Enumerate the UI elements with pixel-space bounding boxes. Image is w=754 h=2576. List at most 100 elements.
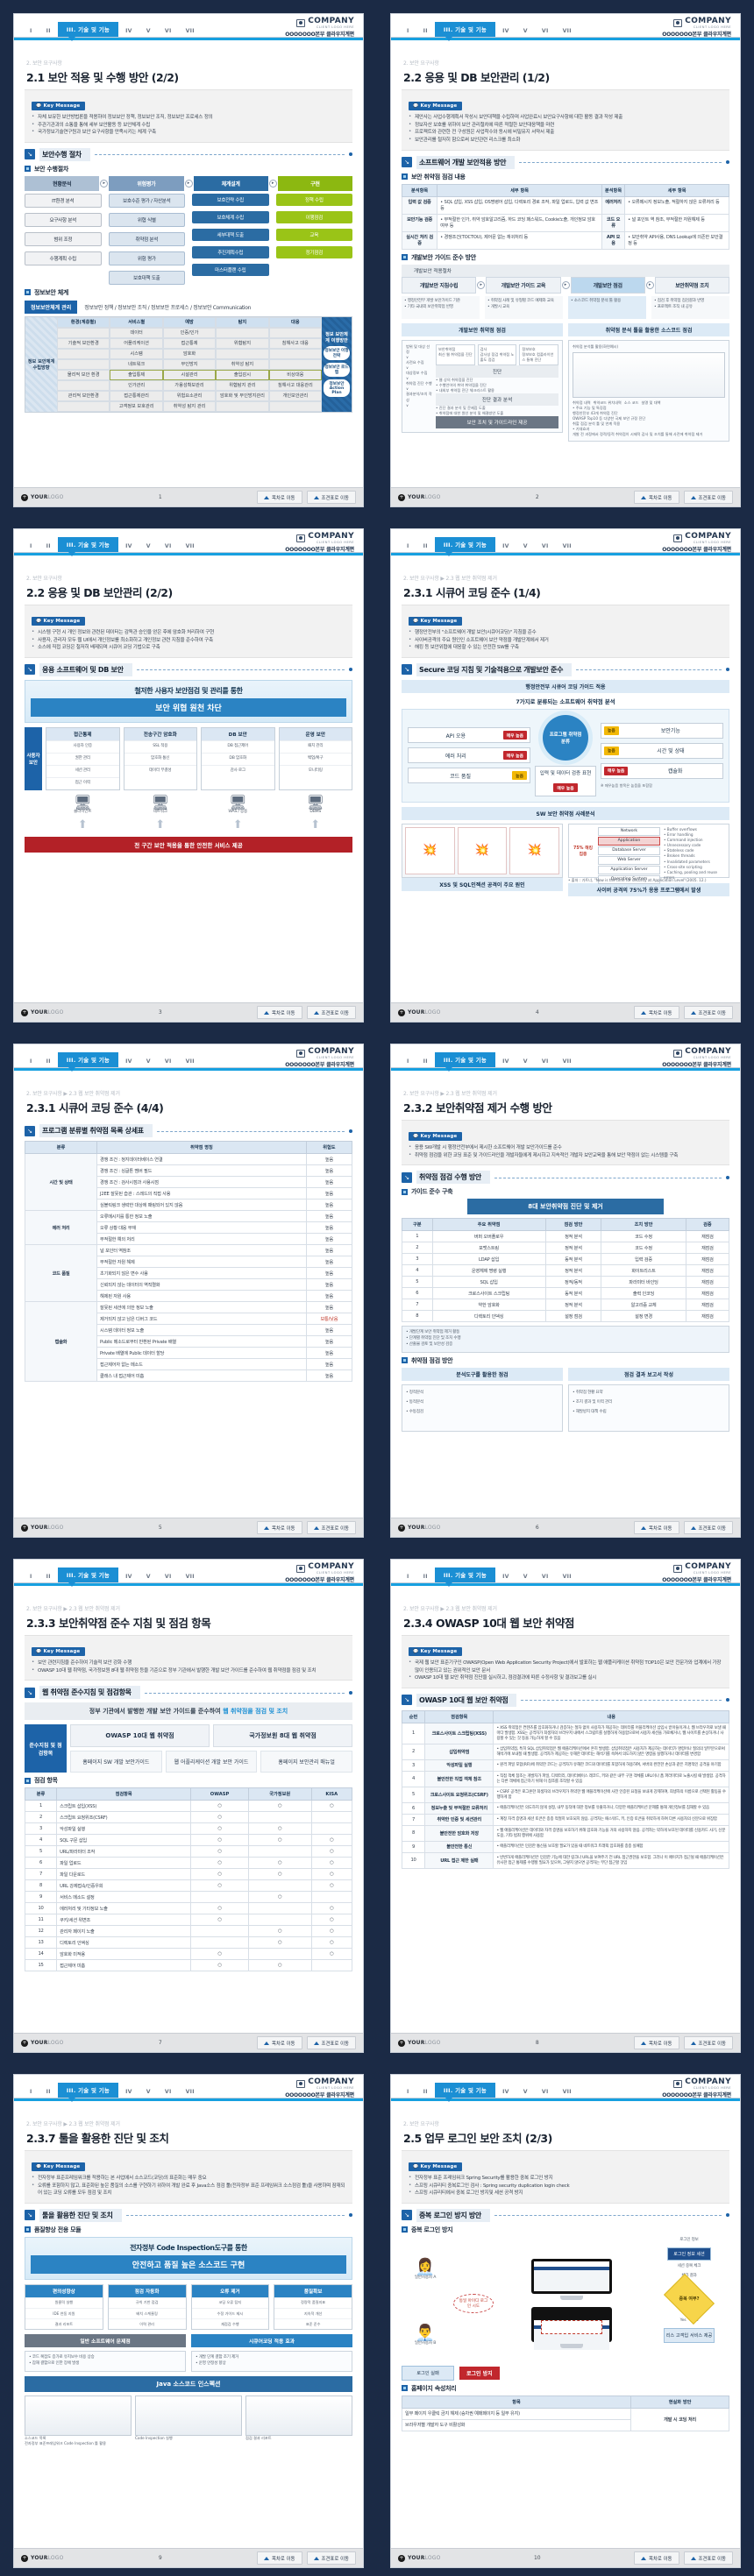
- nav-tab-2[interactable]: III. 기술 및 기능: [57, 537, 119, 556]
- nav-tab-4[interactable]: V: [146, 543, 151, 549]
- nav-tab-1[interactable]: II: [46, 28, 51, 34]
- slide-9[interactable]: I II III. 기술 및 기능 IV V VI VII COMPANY CLIENT LOG…: [14, 2075, 363, 2567]
- nav-tab-0[interactable]: I: [407, 28, 409, 34]
- slide-10[interactable]: I II III. 기술 및 기능 IV V VI VII COMPANY CLIENT LOG…: [391, 2075, 740, 2567]
- slide-7[interactable]: I II III. 기술 및 기능 IV V VI VII COMPANY CLIENT LOG…: [14, 1560, 363, 2052]
- nav-tab-4[interactable]: V: [146, 2089, 151, 2095]
- nav-tab-5[interactable]: VI: [164, 1574, 172, 1580]
- nav-tab-0[interactable]: I: [30, 1574, 32, 1580]
- nav-tab-1[interactable]: II: [46, 543, 51, 549]
- nav-tab-6[interactable]: VII: [185, 2089, 195, 2095]
- nav-tab-6[interactable]: VII: [185, 1574, 195, 1580]
- nav-tab-1[interactable]: II: [423, 1058, 428, 1065]
- nav-tab-5[interactable]: VI: [541, 2089, 549, 2095]
- slide-4[interactable]: I II III. 기술 및 기능 IV V VI VII COMPANY CLIENT LOG…: [391, 529, 740, 1022]
- nav-tab-1[interactable]: II: [423, 543, 428, 549]
- nav-tab-3[interactable]: IV: [125, 543, 132, 549]
- goto-toc-button[interactable]: 목차로 이동: [634, 2551, 679, 2565]
- nav-tab-5[interactable]: VI: [541, 1058, 549, 1065]
- slide-6[interactable]: I II III. 기술 및 기능 IV V VI VII COMPANY CLIENT LOG…: [391, 1044, 740, 1537]
- nav-tab-3[interactable]: IV: [125, 2089, 132, 2095]
- nav-tab-0[interactable]: I: [407, 1574, 409, 1580]
- nav-tab-6[interactable]: VII: [562, 543, 572, 549]
- nav-tab-2[interactable]: III. 기술 및 기능: [57, 1052, 119, 1072]
- goto-toc-button[interactable]: 목차로 이동: [257, 491, 302, 504]
- nav-tab-1[interactable]: II: [46, 1058, 51, 1065]
- goto-reference-button[interactable]: 조견표로 이동: [306, 1006, 356, 1019]
- nav-tab-6[interactable]: VII: [562, 1058, 572, 1065]
- nav-tab-5[interactable]: VI: [541, 1574, 549, 1580]
- nav-tab-0[interactable]: I: [30, 543, 32, 549]
- nav-tab-0[interactable]: I: [407, 2089, 409, 2095]
- nav-tab-2[interactable]: III. 기술 및 기능: [57, 22, 119, 41]
- nav-tab-2[interactable]: III. 기술 및 기능: [434, 537, 496, 556]
- nav-tab-3[interactable]: IV: [502, 2089, 509, 2095]
- nav-tab-3[interactable]: IV: [502, 1574, 509, 1580]
- slide-1[interactable]: I II III. 기술 및 기능 IV V VI VII COMPANY CLIENT LOG…: [14, 14, 363, 506]
- goto-toc-button[interactable]: 목차로 이동: [257, 2036, 302, 2049]
- nav-tab-3[interactable]: IV: [125, 28, 132, 34]
- goto-reference-button[interactable]: 조견표로 이동: [306, 1521, 356, 1534]
- nav-tab-0[interactable]: I: [30, 2089, 32, 2095]
- goto-toc-button[interactable]: 목차로 이동: [634, 1006, 679, 1019]
- nav-tab-4[interactable]: V: [523, 1058, 528, 1065]
- nav-tab-4[interactable]: V: [146, 1058, 151, 1065]
- goto-toc-button[interactable]: 목차로 이동: [634, 2036, 679, 2049]
- nav-tab-6[interactable]: VII: [185, 1058, 195, 1065]
- goto-reference-button[interactable]: 조견표로 이동: [683, 1006, 733, 1019]
- nav-tab-6[interactable]: VII: [185, 28, 195, 34]
- goto-reference-button[interactable]: 조견표로 이동: [683, 2551, 733, 2565]
- nav-tab-4[interactable]: V: [523, 1574, 528, 1580]
- goto-reference-button[interactable]: 조견표로 이동: [683, 491, 733, 504]
- nav-tab-3[interactable]: IV: [502, 1058, 509, 1065]
- nav-tab-5[interactable]: VI: [541, 543, 549, 549]
- nav-tab-1[interactable]: II: [423, 28, 428, 34]
- nav-tab-5[interactable]: VI: [164, 1058, 172, 1065]
- nav-tab-2[interactable]: III. 기술 및 기능: [57, 1568, 119, 1587]
- nav-tab-4[interactable]: V: [523, 28, 528, 34]
- nav-tab-5[interactable]: VI: [541, 28, 549, 34]
- goto-toc-button[interactable]: 목차로 이동: [634, 1521, 679, 1534]
- goto-toc-button[interactable]: 목차로 이동: [257, 2551, 302, 2565]
- nav-tab-1[interactable]: II: [423, 2089, 428, 2095]
- goto-reference-button[interactable]: 조견표로 이동: [683, 1521, 733, 1534]
- nav-tab-0[interactable]: I: [407, 1058, 409, 1065]
- goto-reference-button[interactable]: 조견표로 이동: [306, 2036, 356, 2049]
- nav-tab-2[interactable]: III. 기술 및 기능: [434, 22, 496, 41]
- goto-toc-button[interactable]: 목차로 이동: [257, 1521, 302, 1534]
- nav-tab-6[interactable]: VII: [185, 543, 195, 549]
- nav-tab-6[interactable]: VII: [562, 2089, 572, 2095]
- nav-tab-5[interactable]: VI: [164, 2089, 172, 2095]
- nav-tab-2[interactable]: III. 기술 및 기능: [434, 2083, 496, 2102]
- nav-tab-2[interactable]: III. 기술 및 기능: [57, 2083, 119, 2102]
- nav-tab-0[interactable]: I: [30, 1058, 32, 1065]
- nav-tab-0[interactable]: I: [30, 28, 32, 34]
- nav-tab-5[interactable]: VI: [164, 543, 172, 549]
- slide-2[interactable]: I II III. 기술 및 기능 IV V VI VII COMPANY CLIENT LOG…: [391, 14, 740, 506]
- nav-tab-4[interactable]: V: [523, 2089, 528, 2095]
- nav-tab-3[interactable]: IV: [125, 1058, 132, 1065]
- nav-tab-6[interactable]: VII: [562, 28, 572, 34]
- nav-tab-4[interactable]: V: [146, 1574, 151, 1580]
- nav-tab-4[interactable]: V: [523, 543, 528, 549]
- nav-tab-1[interactable]: II: [423, 1574, 428, 1580]
- nav-tab-6[interactable]: VII: [562, 1574, 572, 1580]
- slide-5[interactable]: I II III. 기술 및 기능 IV V VI VII COMPANY CLIENT LOG…: [14, 1044, 363, 1537]
- goto-toc-button[interactable]: 목차로 이동: [257, 1006, 302, 1019]
- nav-tab-5[interactable]: VI: [164, 28, 172, 34]
- slide-3[interactable]: I II III. 기술 및 기능 IV V VI VII COMPANY CLIENT LOG…: [14, 529, 363, 1022]
- goto-toc-button[interactable]: 목차로 이동: [634, 491, 679, 504]
- goto-reference-button[interactable]: 조견표로 이동: [306, 491, 356, 504]
- nav-tab-3[interactable]: IV: [502, 543, 509, 549]
- nav-tab-3[interactable]: IV: [125, 1574, 132, 1580]
- nav-tab-1[interactable]: II: [46, 2089, 51, 2095]
- nav-tab-4[interactable]: V: [146, 28, 151, 34]
- nav-tab-0[interactable]: I: [407, 543, 409, 549]
- slide-8[interactable]: I II III. 기술 및 기능 IV V VI VII COMPANY CLIENT LOG…: [391, 1560, 740, 2052]
- nav-tab-3[interactable]: IV: [502, 28, 509, 34]
- goto-reference-button[interactable]: 조견표로 이동: [683, 2036, 733, 2049]
- goto-reference-button[interactable]: 조견표로 이동: [306, 2551, 356, 2565]
- nav-tab-2[interactable]: III. 기술 및 기능: [434, 1568, 496, 1587]
- nav-tab-2[interactable]: III. 기술 및 기능: [434, 1052, 496, 1072]
- nav-tab-1[interactable]: II: [46, 1574, 51, 1580]
